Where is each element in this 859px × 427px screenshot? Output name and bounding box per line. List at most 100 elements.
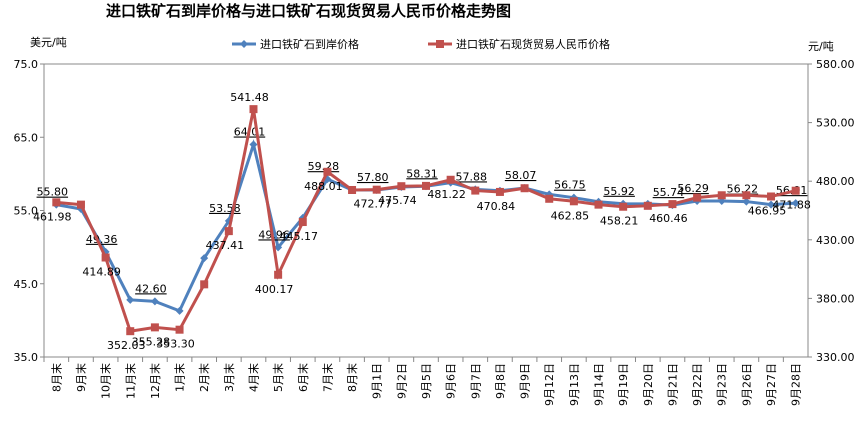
x-tick-label: 8月末 (49, 363, 63, 392)
y2-tick-label: 380.00 (816, 292, 855, 305)
chart-title: 进口铁矿石到岸价格与进口铁矿石现货贸易人民币价格走势图 (106, 2, 511, 20)
marker (693, 193, 702, 202)
x-tick-label: 9月8日 (494, 363, 507, 399)
marker (446, 175, 455, 184)
data-label: 541.48 (230, 91, 269, 104)
data-label: 445.17 (280, 230, 319, 243)
y2-tick-label: 580.00 (816, 58, 855, 71)
x-tick-label: 9月1日 (371, 363, 384, 399)
data-label: 56.29 (677, 182, 709, 195)
data-label: 355.28 (132, 335, 171, 348)
data-label: 56.75 (554, 179, 586, 192)
marker (767, 192, 776, 201)
marker (791, 186, 800, 195)
marker (471, 186, 480, 195)
x-tick-label: 9月20日 (642, 363, 655, 406)
x-tick-label: 3月末 (222, 363, 236, 392)
x-tick-label: 5月末 (271, 363, 285, 392)
data-label: 400.17 (255, 283, 294, 296)
marker (249, 140, 258, 149)
legend-label: 进口铁矿石到岸价格 (260, 37, 359, 51)
marker (717, 191, 726, 200)
data-label: 58.31 (406, 167, 438, 180)
y-tick-label: 55.0 (14, 205, 39, 218)
x-tick-label: 9月2日 (395, 363, 408, 399)
y-tick-label: 65.0 (14, 131, 39, 144)
marker (126, 327, 135, 336)
marker (397, 182, 406, 191)
x-tick-label: 9月14日 (593, 363, 606, 406)
marker (742, 197, 751, 206)
x-tick-label: 10月末 (99, 363, 113, 399)
x-tick-label: 9月9日 (519, 363, 532, 399)
x-tick-label: 2月末 (197, 363, 211, 392)
marker (150, 323, 159, 332)
marker (545, 194, 554, 203)
y2-tick-label: 480.00 (816, 175, 855, 188)
y-tick-label: 35.0 (14, 351, 39, 364)
y2-tick-label: 530.00 (816, 117, 855, 130)
marker (569, 197, 578, 206)
x-tick-label: 9月6日 (445, 363, 458, 399)
data-label: 472.77 (353, 198, 392, 211)
x-tick-label: 9月5日 (420, 363, 433, 399)
data-label: 488.01 (304, 180, 343, 193)
marker (668, 200, 677, 209)
x-tick-label: 9月26日 (740, 363, 753, 406)
marker (643, 201, 652, 210)
x-tick-label: 7月末 (320, 363, 334, 392)
marker (594, 200, 603, 209)
x-tick-label: 6月末 (296, 363, 310, 392)
x-tick-label: 9月末 (74, 363, 88, 392)
x-tick-label: 9月23日 (716, 363, 729, 406)
data-label: 55.92 (603, 185, 635, 198)
data-label: 466.95 (748, 204, 787, 217)
x-tick-label: 9月13日 (568, 363, 581, 406)
marker (372, 185, 381, 194)
marker (767, 200, 776, 209)
marker (348, 185, 357, 194)
x-tick-label: 8月末 (345, 363, 359, 392)
marker (274, 243, 283, 252)
data-label: 471.88 (772, 199, 811, 212)
marker (224, 227, 233, 236)
data-label: 49.36 (86, 233, 118, 246)
marker (495, 187, 504, 196)
data-label: 55.80 (37, 186, 69, 199)
x-tick-label: 9月7日 (469, 363, 482, 399)
marker (175, 325, 184, 334)
y2-tick-label: 330.00 (816, 351, 855, 364)
x-tick-label: 9月27日 (765, 363, 778, 406)
y2-tick-label: 430.00 (816, 234, 855, 247)
data-label: 57.80 (357, 171, 389, 184)
data-label: 437.41 (206, 239, 245, 252)
legend-marker (240, 40, 248, 48)
marker (520, 184, 529, 193)
y-axis-label: 美元/吨 (30, 36, 67, 49)
data-label: 475.74 (378, 194, 417, 207)
y-tick-label: 45.0 (14, 278, 39, 291)
data-label: 55.74 (653, 186, 685, 199)
x-tick-label: 4月末 (246, 363, 260, 392)
data-label: 42.60 (135, 282, 167, 295)
x-tick-label: 9月12日 (543, 363, 556, 406)
x-tick-label: 9月19日 (617, 363, 630, 406)
marker (101, 253, 110, 262)
marker (52, 198, 61, 207)
marker (274, 270, 283, 279)
data-label: 57.88 (456, 170, 488, 183)
legend-label: 进口铁矿石现货贸易人民币价格 (456, 37, 610, 51)
marker (742, 191, 751, 200)
marker (126, 295, 135, 304)
marker (249, 105, 258, 114)
marker (791, 199, 800, 208)
data-label: 460.46 (649, 212, 688, 225)
data-label: 470.84 (477, 200, 516, 213)
marker (76, 200, 85, 209)
x-tick-label: 11月末 (123, 363, 137, 399)
marker (200, 280, 209, 289)
marker (619, 202, 628, 211)
marker (323, 167, 332, 176)
legend-marker (436, 40, 444, 48)
x-tick-label: 9月22日 (691, 363, 704, 406)
